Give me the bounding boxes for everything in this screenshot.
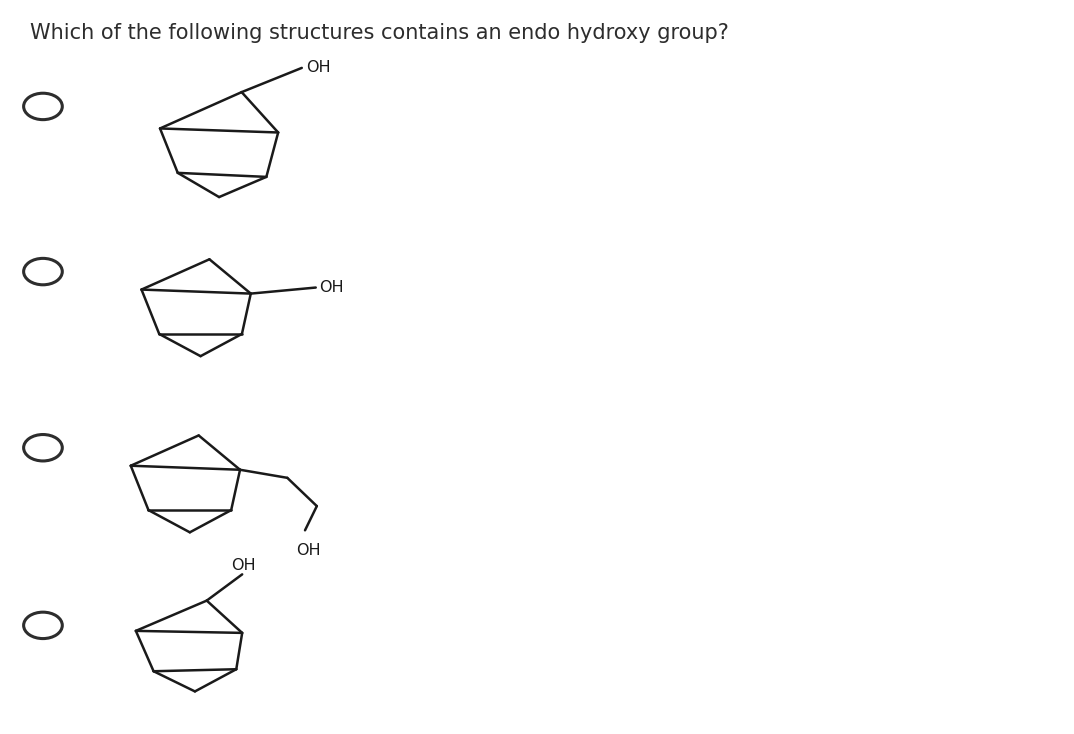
Text: Which of the following structures contains an endo hydroxy group?: Which of the following structures contai… (30, 23, 729, 43)
Text: OH: OH (232, 558, 256, 573)
Text: OH: OH (306, 60, 331, 76)
Text: OH: OH (319, 280, 344, 295)
Text: OH: OH (296, 542, 321, 558)
